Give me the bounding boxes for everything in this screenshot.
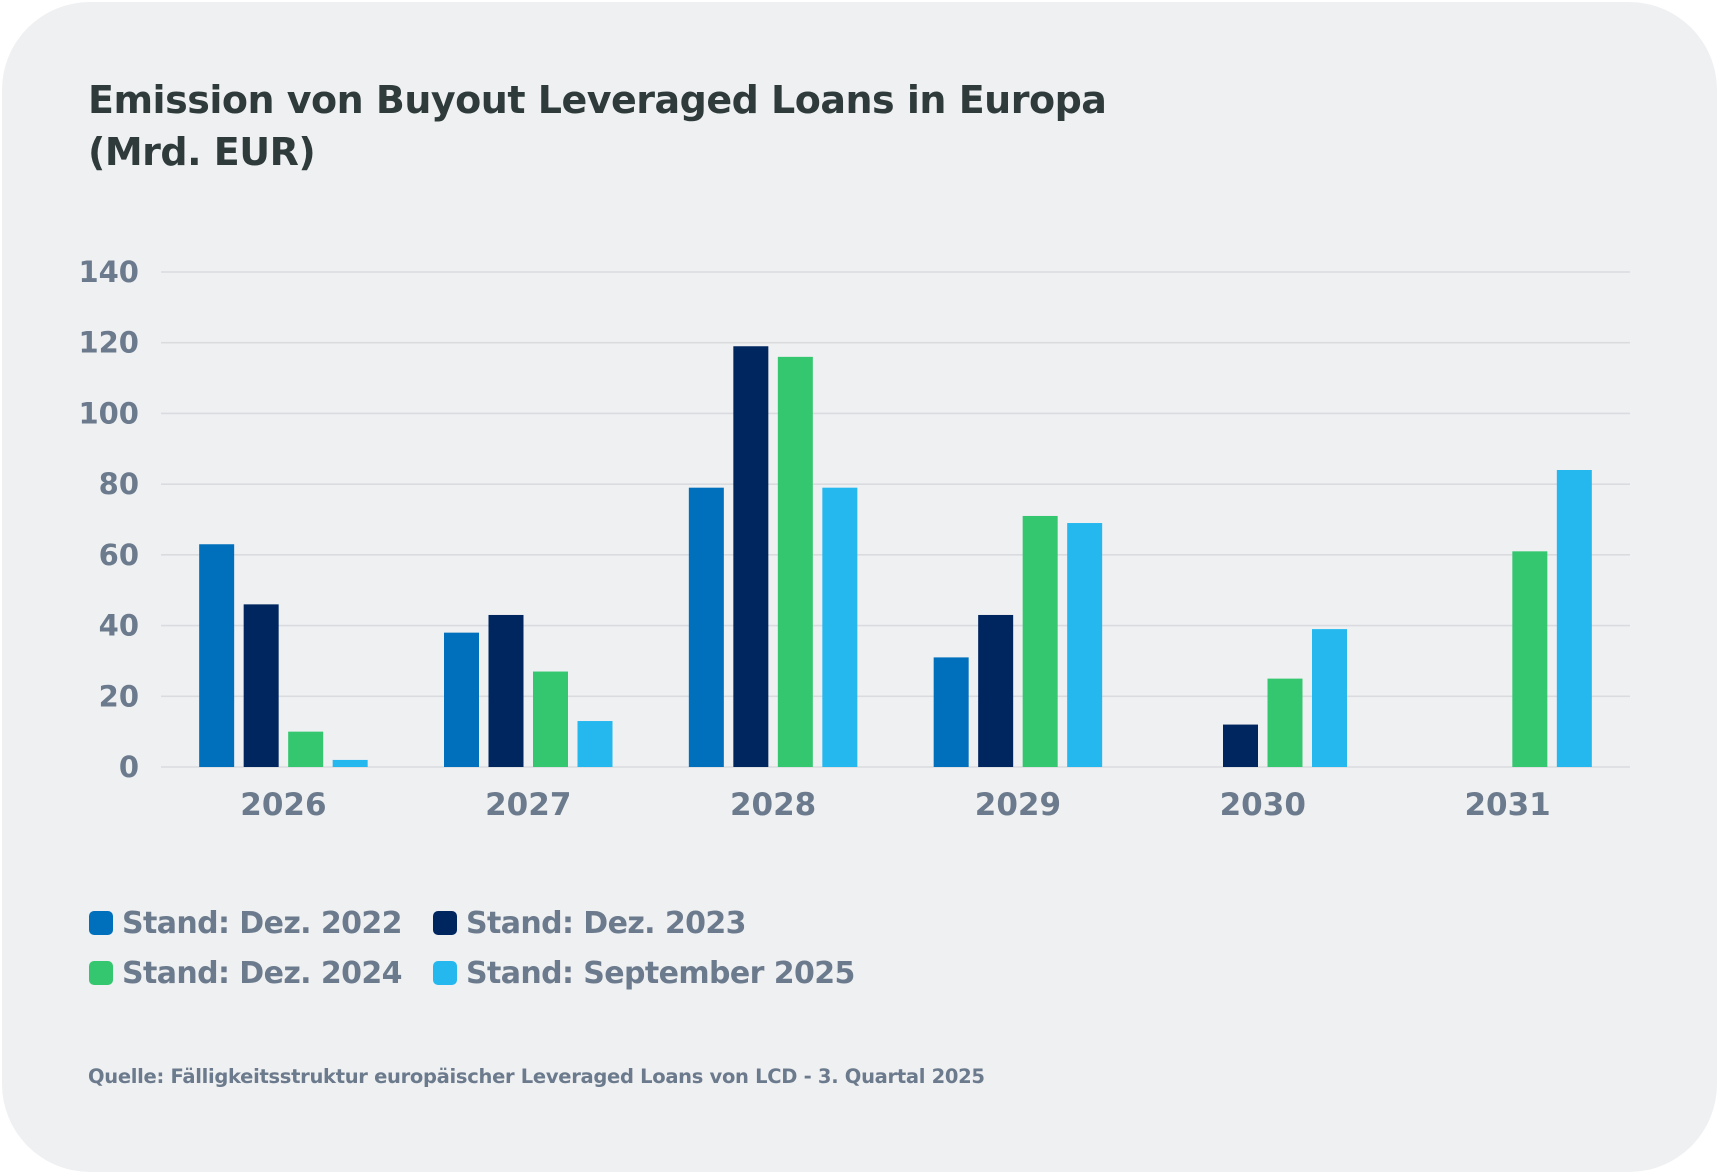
legend-item-dez-2022: Stand: Dez. 2022 [89,906,433,941]
chart-title: Emission von Buyout Leveraged Loans in E… [88,74,1107,178]
bar-2029-series-3 [1022,515,1058,767]
y-tick-label-40: 40 [99,609,139,643]
bar-2029-series-4 [1067,523,1103,767]
chart-title-line-1: Emission von Buyout Leveraged Loans in E… [88,78,1107,122]
legend-item-sep-2025: Stand: September 2025 [433,956,855,991]
legend-label: Stand: September 2025 [466,955,855,991]
y-tick-label-20: 20 [99,679,139,713]
x-tick-label-2026: 2026 [240,787,326,823]
chart-title-line-2: (Mrd. EUR) [88,130,316,174]
legend-label: Stand: Dez. 2023 [466,905,747,941]
bar-2030-series-2 [1223,724,1258,767]
y-tick-label-60: 60 [99,538,139,572]
bar-2027-series-3 [533,671,568,767]
bar-2029-series-1 [933,657,969,767]
x-tick-label-2027: 2027 [485,787,571,823]
bar-2028-series-1 [688,487,724,767]
legend-label: Stand: Dez. 2024 [122,955,403,991]
legend-swatch-dez-2022 [89,911,113,935]
y-tick-label-140: 140 [78,255,139,289]
bars [199,346,1592,767]
x-axis-ticks: 2026 2027 2028 2029 2030 2031 [240,787,1550,823]
y-tick-label-120: 120 [78,326,139,360]
legend-swatch-sep-2025 [433,961,457,985]
legend-row: Stand: Dez. 2022 Stand: Dez. 2023 [89,898,855,948]
x-tick-label-2030: 2030 [1220,787,1306,823]
y-tick-label-80: 80 [99,467,139,501]
bar-2026-series-1 [199,544,235,767]
legend-swatch-dez-2023 [433,911,457,935]
bar-2029-series-2 [978,614,1014,767]
bar-2027-series-2 [488,614,524,767]
legend-item-dez-2024: Stand: Dez. 2024 [89,956,433,991]
bar-2026-series-3 [288,731,324,767]
bar-2028-series-4 [822,487,858,767]
bar-2027-series-1 [444,632,479,767]
legend-label: Stand: Dez. 2022 [122,905,403,941]
bar-2026-series-4 [332,759,368,767]
x-tick-label-2031: 2031 [1464,787,1550,823]
bar-2031-series-3 [1512,551,1548,767]
bar-2030-series-4 [1312,629,1347,767]
bar-2030-series-3 [1267,678,1303,767]
legend: Stand: Dez. 2022 Stand: Dez. 2023 Stand:… [89,898,855,998]
y-axis-ticks: 0 20 40 60 80 100 120 140 [78,255,139,784]
y-tick-label-100: 100 [78,396,139,430]
legend-swatch-dez-2024 [89,961,113,985]
gridlines [161,271,1630,768]
source-note: Quelle: Fälligkeitsstruktur europäischer… [88,1065,985,1088]
bar-2026-series-2 [243,604,279,767]
x-tick-label-2029: 2029 [975,787,1061,823]
y-tick-label-0: 0 [119,750,139,784]
bar-2031-series-4 [1556,470,1592,767]
bar-2028-series-3 [777,356,813,767]
legend-row: Stand: Dez. 2024 Stand: September 2025 [89,948,855,998]
legend-item-dez-2023: Stand: Dez. 2023 [433,905,747,941]
bar-2027-series-4 [577,721,613,767]
bar-2028-series-2 [733,346,769,767]
x-tick-label-2028: 2028 [730,787,816,823]
